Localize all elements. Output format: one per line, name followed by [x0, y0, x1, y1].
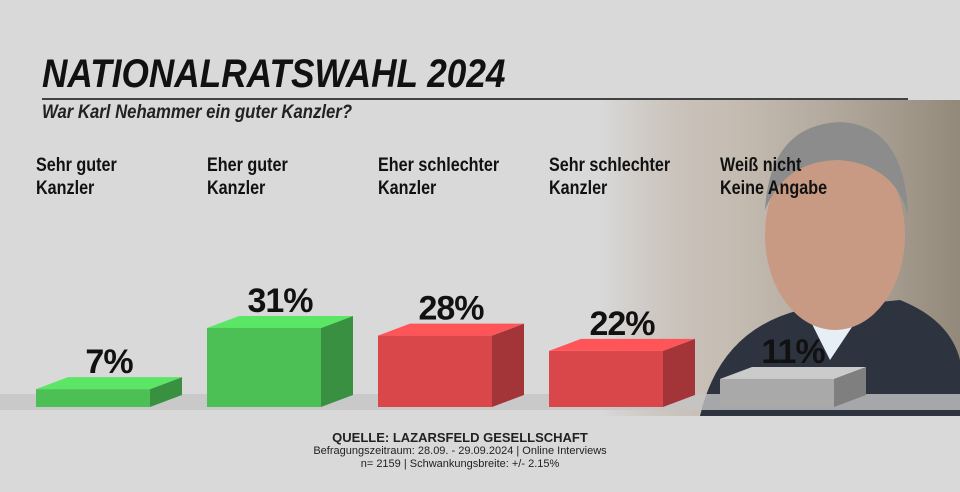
bar-side: [834, 366, 866, 407]
chart-subtitle: War Karl Nehammer ein guter Kanzler?: [42, 102, 353, 123]
bar-side: [663, 338, 695, 407]
category-label: Weiß nicht Keine Angabe: [720, 155, 828, 199]
bar-top: [36, 377, 182, 390]
bar: [378, 323, 524, 407]
photo-hair: [765, 122, 908, 215]
bar-top: [549, 338, 695, 351]
bar-top: [378, 323, 524, 336]
bar: [720, 366, 866, 407]
category-label: Eher schlechter Kanzler: [378, 155, 500, 199]
bar-top: [720, 366, 866, 379]
bar-front: [720, 378, 834, 407]
value-label: 22%: [589, 305, 655, 343]
category-label: Sehr schlechter Kanzler: [549, 155, 671, 199]
note: Befragungszeitraum: 28.09. - 29.09.2024 …: [313, 445, 607, 457]
photo-face: [765, 140, 905, 330]
bar-front: [549, 350, 663, 407]
value-label: 7%: [85, 343, 133, 381]
bar-side: [321, 315, 353, 407]
bar: [36, 377, 182, 407]
category-label: Sehr guter Kanzler: [36, 155, 117, 199]
bar: [207, 315, 353, 407]
value-label: 11%: [761, 333, 825, 371]
bar-front: [207, 327, 321, 407]
bar: [549, 338, 695, 407]
footer: QUELLE: LAZARSFELD GESELLSCHAFT Befragun…: [0, 430, 920, 471]
bars: [36, 315, 866, 407]
bar-front: [36, 389, 150, 407]
category-label: Eher guter Kanzler: [207, 155, 288, 199]
value-label: 31%: [247, 282, 313, 320]
bar-top: [207, 315, 353, 328]
bar-side: [492, 323, 524, 407]
note: n= 2159 | Schwankungsbreite: +/- 2.15%: [360, 458, 560, 470]
source: QUELLE: LAZARSFELD GESELLSCHAFT: [332, 430, 588, 445]
bar-front: [378, 335, 492, 407]
value-label: 28%: [418, 290, 484, 328]
chart-title: NATIONALRATSWAHL 2024: [42, 52, 506, 96]
bar-side: [150, 377, 182, 407]
